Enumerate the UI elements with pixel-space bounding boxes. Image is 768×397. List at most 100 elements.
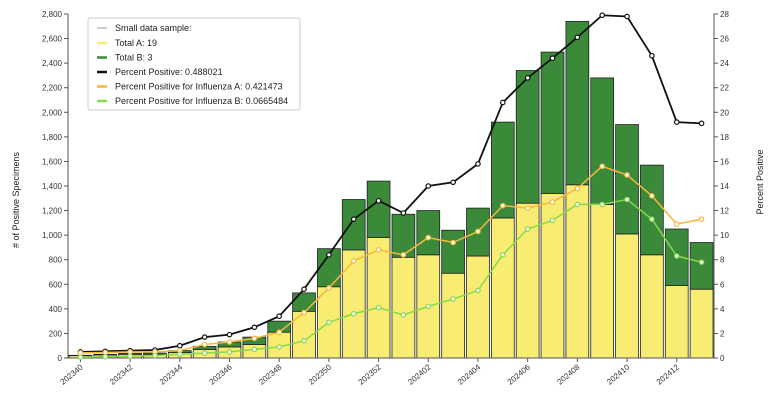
percent-positive-point-202408 xyxy=(574,34,581,41)
bar-b-202351 xyxy=(341,199,366,251)
bar-a-202412 xyxy=(664,285,689,359)
y2-tick-label: 12 xyxy=(720,207,729,216)
percent-positive-flu-a-point-202352 xyxy=(375,247,382,253)
percent-positive-flu-a-point-202413 xyxy=(698,216,705,222)
percent-positive-flu-a-point-202351 xyxy=(350,258,357,264)
percent-positive-point-202349 xyxy=(301,286,307,293)
percent-positive-flu-a-point-202405 xyxy=(500,202,506,209)
bar-b-202402 xyxy=(416,210,441,256)
percent-positive-flu-b-point-202347 xyxy=(251,346,258,353)
bar-a-202352 xyxy=(366,237,391,359)
percent-positive-line xyxy=(80,14,702,353)
percent-positive-point-202406 xyxy=(524,75,531,81)
x-tick-label: 202410 xyxy=(605,362,632,386)
y-tick-label: 1,200 xyxy=(42,207,63,216)
bar-b-202410 xyxy=(615,124,639,235)
percent-positive-flu-b-point-202350 xyxy=(326,319,332,326)
bar-a-202401 xyxy=(391,256,416,359)
y2-tick-label: 10 xyxy=(720,231,729,240)
bar-b-202352 xyxy=(366,180,391,238)
percent-positive-flu-a-point-202410 xyxy=(624,172,630,178)
y2-tick-label: 14 xyxy=(720,182,729,191)
x-tick-label: 202344 xyxy=(158,362,185,386)
y2-tick-label: 4 xyxy=(720,305,725,314)
y-tick-label: 0 xyxy=(58,354,63,363)
percent-positive-flu-b-point-202413 xyxy=(698,259,705,265)
percent-positive-flu-a-point-202404 xyxy=(475,228,481,235)
percent-positive-flu-a-point-202349 xyxy=(301,309,307,316)
bar-b-202405 xyxy=(490,121,515,219)
percent-positive-point-202348 xyxy=(276,313,282,320)
y-tick-label: 800 xyxy=(49,256,63,265)
y-tick-label: 2,200 xyxy=(42,84,63,93)
percent-positive-point-202409 xyxy=(599,12,605,19)
percent-positive-point-202345 xyxy=(201,334,208,340)
bar-a-202351 xyxy=(341,249,366,359)
y2-tick-label: 6 xyxy=(720,280,725,289)
bar-b-202349 xyxy=(292,292,316,312)
percent-positive-flu-b-point-202344 xyxy=(177,351,183,358)
y2-tick-label: 18 xyxy=(720,133,729,142)
x-tick-label: 202406 xyxy=(506,362,533,386)
x-tick-label: 202402 xyxy=(406,362,433,386)
percent-positive-point-202401 xyxy=(400,210,407,216)
percent-positive-flu-b-point-202404 xyxy=(475,287,481,294)
percent-positive-flu-b-point-202406 xyxy=(524,226,531,232)
percent-positive-flu-b-line xyxy=(80,198,702,358)
y-tick-label: 2,400 xyxy=(42,59,63,68)
y-tick-label: 2,800 xyxy=(42,10,63,19)
percent-positive-flu-a-point-202346 xyxy=(226,339,233,345)
y2-tick-label: 2 xyxy=(720,329,725,338)
x-tick-label: 202408 xyxy=(555,362,582,386)
percent-positive-point-202344 xyxy=(177,342,183,349)
percent-positive-flu-b-point-202408 xyxy=(574,201,581,208)
y2-tick-label: 28 xyxy=(720,10,729,19)
percent-positive-flu-b-point-202345 xyxy=(201,350,208,356)
percent-positive-flu-b-point-202409 xyxy=(599,201,605,208)
y2-tick-label: 20 xyxy=(720,108,729,117)
percent-positive-flu-a-point-202402 xyxy=(425,234,432,241)
x-tick-label: 202346 xyxy=(208,362,235,386)
y-tick-label: 400 xyxy=(49,305,63,314)
percent-positive-flu-a-point-202401 xyxy=(400,252,407,258)
bar-b-202407 xyxy=(540,51,565,194)
bar-a-202409 xyxy=(590,204,615,359)
legend-entry: Total A: 19 xyxy=(115,38,157,48)
legend-entry: Percent Positive for Influenza A: 0.4214… xyxy=(115,82,283,92)
percent-positive-flu-b-point-202349 xyxy=(301,337,307,344)
percent-positive-point-202405 xyxy=(500,99,506,106)
percent-positive-point-202350 xyxy=(326,252,332,258)
bar-b-202406 xyxy=(515,70,540,204)
x-tick-label: 202348 xyxy=(257,362,284,386)
legend-entry: Percent Positive for Influenza B: 0.0665… xyxy=(115,96,288,106)
y-tick-label: 1,800 xyxy=(42,133,63,142)
bar-b-202413 xyxy=(689,242,714,290)
x-tick-label: 202340 xyxy=(58,362,85,386)
percent-positive-point-202351 xyxy=(350,216,357,222)
percent-positive-point-202404 xyxy=(475,161,481,167)
percent-positive-flu-b-point-202412 xyxy=(673,253,680,259)
y2-tick-label: 26 xyxy=(720,35,729,44)
percent-positive-point-202411 xyxy=(649,52,655,59)
percent-positive-flu-a-point-202412 xyxy=(673,221,680,227)
percent-positive-flu-b-point-202351 xyxy=(350,310,357,317)
percent-positive-point-202410 xyxy=(624,13,630,20)
y2-tick-label: 0 xyxy=(720,354,725,363)
bar-b-202408 xyxy=(565,20,590,186)
bar-b-202401 xyxy=(391,213,416,258)
bar-a-202405 xyxy=(490,217,515,359)
legend-entry: Percent Positive: 0.488021 xyxy=(115,67,223,77)
legend-entry: Total B: 3 xyxy=(115,53,153,63)
x-tick-label: 202342 xyxy=(108,362,135,386)
percent-positive-point-202413 xyxy=(698,120,705,127)
x-tick-label: 202352 xyxy=(357,362,384,386)
percent-positive-point-202346 xyxy=(226,331,233,338)
percent-positive-flu-a-point-202347 xyxy=(251,335,258,342)
bar-a-202403 xyxy=(441,272,465,359)
bar-a-202413 xyxy=(689,288,714,359)
x-tick-label: 202412 xyxy=(655,362,682,386)
y-tick-label: 2,000 xyxy=(42,108,63,117)
y-tick-label: 1,400 xyxy=(42,182,63,191)
percent-positive-flu-b-point-202343 xyxy=(152,352,158,359)
